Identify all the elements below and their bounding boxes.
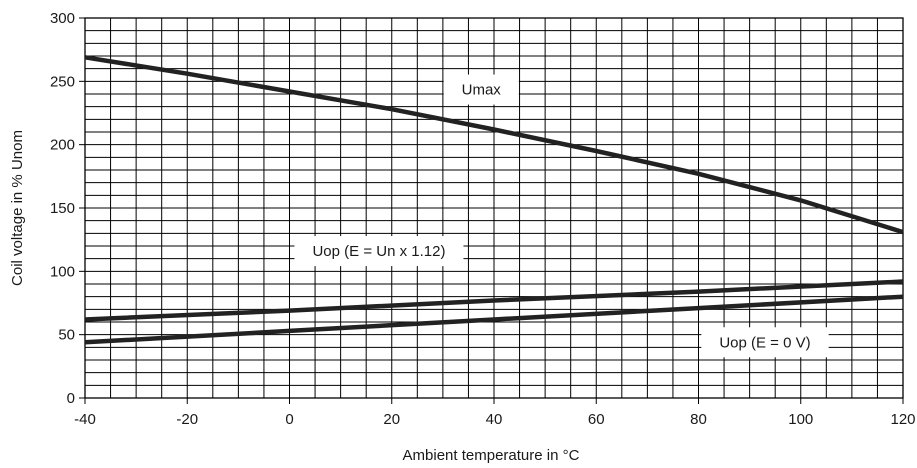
y-axis-ticks: 0 50 100 150 200 250 300 (50, 10, 85, 407)
series-annotation: Uop (E = Un x 1.12) (294, 236, 464, 267)
y-axis-title: Coil voltage in % Unom (9, 130, 26, 286)
annotation-label: Umax (462, 82, 502, 99)
annotation-box (701, 327, 829, 358)
series-line-0 (84, 55, 904, 235)
x-axis-ticks: -40 -20 0 20 40 60 80 100 120 (74, 398, 916, 428)
series-annotation: Uop (E = 0 V) (701, 327, 829, 358)
x-tick-label: 20 (383, 411, 400, 428)
y-tick-label: 50 (58, 327, 75, 344)
annotation-label: Uop (E = Un x 1.12) (312, 243, 445, 260)
x-tick-label: -40 (74, 411, 96, 428)
series-line-2 (84, 294, 904, 345)
series-annotations: Umax Uop (E = Un x 1.12) Uop (E = 0 V) (294, 74, 829, 358)
x-tick-label: 0 (285, 411, 293, 428)
annotation-box (443, 74, 519, 105)
x-tick-label: 80 (690, 411, 707, 428)
x-tick-label: -20 (176, 411, 198, 428)
y-tick-label: 250 (50, 73, 75, 90)
x-tick-label: 100 (788, 411, 813, 428)
y-tick-label: 150 (50, 200, 75, 217)
annotation-box (294, 236, 464, 267)
y-tick-label: 300 (50, 10, 75, 27)
y-tick-label: 0 (67, 390, 75, 407)
y-tick-label: 100 (50, 263, 75, 280)
y-tick-label: 200 (50, 137, 75, 154)
x-tick-label: 120 (890, 411, 915, 428)
series-annotation: Umax (443, 74, 519, 105)
x-axis-title: Ambient temperature in °C (403, 447, 580, 464)
series-lines (84, 55, 904, 345)
x-tick-label: 60 (588, 411, 605, 428)
x-tick-label: 40 (486, 411, 503, 428)
series-line-1 (84, 279, 904, 322)
annotation-label: Uop (E = 0 V) (719, 334, 810, 351)
